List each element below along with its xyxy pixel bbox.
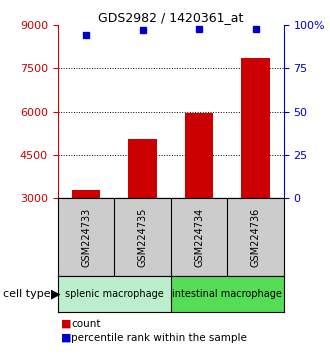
Text: ■: ■ [61, 319, 72, 329]
Text: GSM224735: GSM224735 [138, 207, 148, 267]
Bar [72, 190, 100, 198]
Bar [242, 58, 270, 198]
Text: cell type: cell type [3, 289, 51, 299]
Text: ■: ■ [61, 333, 72, 343]
Text: count: count [71, 319, 100, 329]
Bar [128, 139, 157, 198]
Title: GDS2982 / 1420361_at: GDS2982 / 1420361_at [98, 11, 244, 24]
Text: GSM224736: GSM224736 [250, 207, 261, 267]
Text: GSM224733: GSM224733 [81, 207, 91, 267]
Text: GSM224734: GSM224734 [194, 207, 204, 267]
Text: percentile rank within the sample: percentile rank within the sample [71, 333, 247, 343]
Text: intestinal macrophage: intestinal macrophage [172, 289, 282, 299]
Bar [185, 113, 213, 198]
Bar [58, 276, 171, 312]
Text: splenic macrophage: splenic macrophage [65, 289, 164, 299]
Bar [171, 276, 284, 312]
Text: ▶: ▶ [51, 287, 61, 300]
